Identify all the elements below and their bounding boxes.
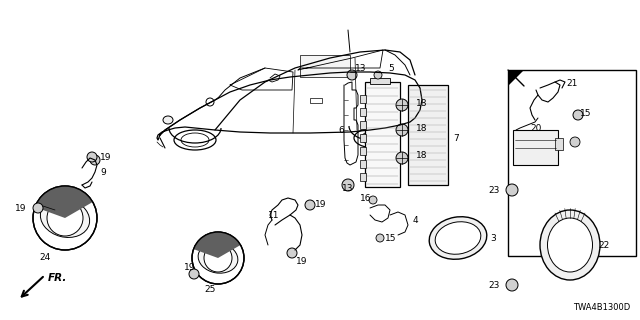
Ellipse shape: [354, 128, 396, 148]
Text: 3: 3: [490, 234, 496, 243]
Text: 23: 23: [488, 186, 500, 195]
Circle shape: [206, 98, 214, 106]
Circle shape: [287, 248, 297, 258]
Ellipse shape: [181, 133, 209, 147]
Bar: [360, 160, 366, 168]
Text: 15: 15: [580, 108, 591, 117]
Bar: [555, 138, 563, 150]
Text: 23: 23: [488, 281, 500, 290]
Text: 18: 18: [416, 99, 428, 108]
Circle shape: [369, 196, 377, 204]
Text: 13: 13: [342, 183, 353, 193]
Bar: [415, 85, 421, 105]
Circle shape: [189, 269, 199, 279]
Ellipse shape: [429, 217, 487, 259]
Text: 18: 18: [416, 124, 428, 132]
Bar: [370, 78, 390, 84]
Text: 15: 15: [385, 234, 397, 243]
Circle shape: [192, 232, 244, 284]
Circle shape: [33, 186, 97, 250]
Text: 20: 20: [530, 124, 541, 132]
Circle shape: [396, 124, 408, 136]
Bar: [360, 134, 366, 142]
Circle shape: [342, 179, 354, 191]
Circle shape: [506, 279, 518, 291]
Text: 19: 19: [184, 263, 195, 273]
Circle shape: [47, 200, 83, 236]
Bar: [310, 98, 322, 103]
Text: 19: 19: [315, 199, 326, 209]
Ellipse shape: [174, 130, 216, 150]
Circle shape: [204, 244, 232, 272]
Ellipse shape: [547, 218, 593, 272]
Bar: [360, 121, 366, 129]
Text: 4: 4: [413, 215, 419, 225]
Text: 5: 5: [388, 63, 394, 73]
Ellipse shape: [540, 210, 600, 280]
Bar: [300, 55, 350, 77]
Text: 19: 19: [296, 258, 307, 267]
Ellipse shape: [361, 131, 389, 145]
Text: 22: 22: [598, 241, 609, 250]
Ellipse shape: [40, 198, 90, 237]
Bar: [360, 108, 366, 116]
Text: 24: 24: [40, 253, 51, 262]
Circle shape: [570, 137, 580, 147]
Text: 13: 13: [355, 63, 367, 73]
Polygon shape: [508, 70, 524, 86]
Bar: [513, 130, 558, 165]
Circle shape: [573, 110, 583, 120]
Wedge shape: [193, 232, 241, 258]
Ellipse shape: [198, 243, 238, 273]
Text: 6: 6: [338, 125, 344, 134]
Ellipse shape: [163, 116, 173, 124]
Circle shape: [347, 70, 357, 80]
Text: 16: 16: [360, 194, 371, 203]
Text: 19: 19: [100, 153, 111, 162]
Bar: [408, 85, 448, 185]
Text: 7: 7: [453, 133, 459, 142]
Text: 25: 25: [204, 285, 216, 294]
Circle shape: [376, 234, 384, 242]
Circle shape: [90, 155, 100, 165]
Circle shape: [33, 203, 43, 213]
Circle shape: [396, 152, 408, 164]
Bar: [360, 173, 366, 181]
Text: 9: 9: [100, 167, 106, 177]
Text: TWA4B1300D: TWA4B1300D: [573, 303, 630, 312]
Bar: [360, 95, 366, 103]
Circle shape: [506, 184, 518, 196]
Text: 19: 19: [15, 204, 26, 212]
Text: 21: 21: [566, 78, 577, 87]
Circle shape: [305, 200, 315, 210]
Bar: [508, 70, 636, 256]
Wedge shape: [35, 186, 93, 218]
Ellipse shape: [435, 222, 481, 254]
Bar: [368, 94, 380, 99]
Text: FR.: FR.: [48, 273, 67, 283]
Circle shape: [87, 152, 97, 162]
Text: 11: 11: [268, 211, 280, 220]
Circle shape: [374, 71, 382, 79]
Bar: [360, 147, 366, 155]
Text: 18: 18: [416, 150, 428, 159]
Circle shape: [396, 99, 408, 111]
Bar: [365, 82, 400, 187]
